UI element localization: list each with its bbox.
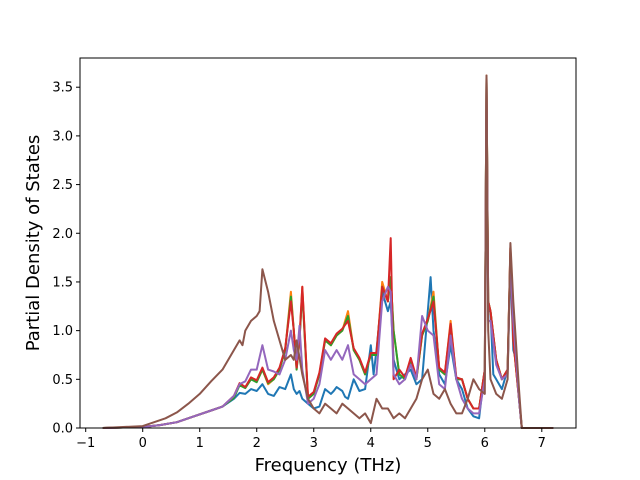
y-tick-label: 1.0: [52, 324, 73, 339]
x-tick-label: 0: [139, 436, 147, 451]
x-tick-label: 2: [253, 436, 261, 451]
y-axis: 0.0 0.5 1.0 1.5 2.0 2.5 3.0 3.5: [52, 81, 80, 437]
x-tick-label: 3: [310, 436, 318, 451]
x-axis-label: Frequency (THz): [255, 455, 402, 476]
x-tick-label: 6: [481, 436, 489, 451]
y-tick-label: 1.5: [52, 275, 73, 290]
x-tick-label: 7: [538, 436, 546, 451]
plot-series: [102, 74, 554, 429]
y-axis-label: Partial Density of States: [23, 135, 44, 352]
x-tick-label: 5: [424, 436, 432, 451]
x-tick-label: 1: [196, 436, 204, 451]
x-tick-label: 4: [367, 436, 375, 451]
x-tick-label: −1: [76, 436, 95, 451]
plot-frame: [79, 57, 577, 429]
y-tick-label: 0.5: [52, 373, 73, 388]
x-axis: −1 0 1 2 3 4 5 6 7: [76, 428, 546, 451]
y-tick-label: 3.0: [52, 129, 73, 144]
y-tick-label: 3.5: [52, 81, 73, 96]
y-tick-label: 2.5: [52, 178, 73, 193]
y-tick-label: 2.0: [52, 227, 73, 242]
y-tick-label: 0.0: [52, 422, 73, 437]
series-line-6: [102, 74, 554, 429]
